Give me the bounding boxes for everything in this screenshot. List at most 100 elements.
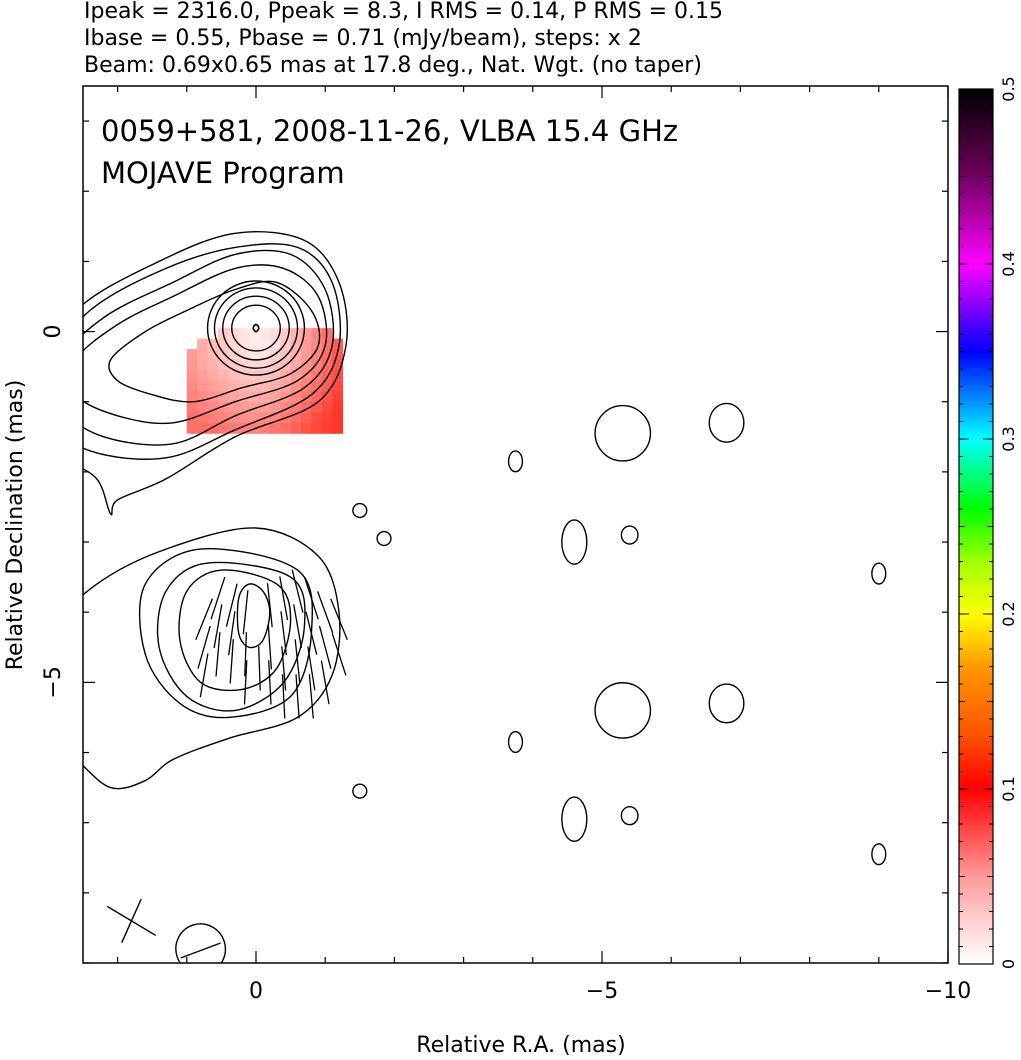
polarization-pixel bbox=[197, 412, 209, 424]
polarization-pixel bbox=[249, 338, 261, 350]
evpa-vector bbox=[215, 632, 221, 677]
evpa-vector bbox=[293, 604, 303, 649]
polarization-pixel bbox=[301, 401, 312, 413]
polarization-pixel bbox=[207, 338, 219, 350]
evpa-vector bbox=[242, 590, 249, 635]
x-tick-label-1: −5 bbox=[586, 979, 618, 1004]
polarization-pixel bbox=[311, 338, 323, 350]
polarization-pixel bbox=[186, 370, 198, 382]
polarization-pixel bbox=[311, 391, 323, 403]
polarization-pixel bbox=[301, 391, 312, 403]
evpa-vector bbox=[268, 660, 272, 705]
polarization-pixel bbox=[332, 401, 344, 413]
polarization-pixel bbox=[332, 422, 344, 434]
polarization-pixel bbox=[311, 412, 323, 424]
polarization-pixel bbox=[249, 412, 261, 424]
evpa-vector bbox=[281, 646, 287, 691]
core-contour bbox=[206, 280, 306, 376]
polarization-pixel bbox=[217, 338, 229, 350]
lower-component-contour bbox=[178, 569, 292, 692]
polarization-pixel bbox=[228, 349, 240, 361]
noise-contour bbox=[871, 843, 887, 866]
polarization-pixel bbox=[259, 391, 271, 403]
header-line-1: Ipeak = 2316.0, Ppeak = 8.3, I RMS = 0.1… bbox=[84, 0, 723, 24]
polarization-pixel bbox=[301, 359, 312, 371]
core-contour bbox=[231, 304, 281, 352]
polarization-pixel bbox=[207, 370, 219, 382]
plot-title-line-2: MOJAVE Program bbox=[101, 156, 345, 190]
evpa-vector bbox=[294, 639, 301, 684]
polarization-pixel bbox=[238, 391, 250, 403]
polarization-pixel bbox=[238, 412, 250, 424]
polarization-pixel bbox=[311, 328, 323, 340]
colorbar-ticks bbox=[959, 88, 993, 965]
polarization-pixel bbox=[207, 359, 219, 371]
polarization-pixel bbox=[311, 422, 323, 434]
evpa-vector bbox=[244, 632, 248, 677]
polarization-pixel bbox=[280, 328, 292, 340]
evpa-vector bbox=[225, 583, 238, 627]
polarization-pixel bbox=[228, 338, 240, 350]
total-intensity-contours bbox=[83, 231, 887, 963]
polarization-pixel bbox=[290, 422, 302, 434]
noise-contour bbox=[871, 562, 887, 585]
evpa-vector bbox=[291, 569, 304, 613]
polarization-pixel bbox=[238, 349, 250, 361]
evpa-vector bbox=[316, 591, 334, 634]
evpa-vector bbox=[195, 598, 214, 640]
x-axis-label: Relative R.A. (mas) bbox=[416, 1033, 625, 1058]
fractional-polarization-image bbox=[186, 328, 344, 434]
colorbar-tick-labels: 0 0.1 0.2 0.3 0.4 0.5 bbox=[999, 76, 1018, 969]
polarization-pixel bbox=[186, 422, 198, 434]
polarization-pixel bbox=[259, 370, 271, 382]
polarization-pixel bbox=[332, 380, 344, 392]
colorbar-tick-label: 0.2 bbox=[999, 601, 1018, 626]
polarization-pixel bbox=[259, 422, 271, 434]
core-contour bbox=[213, 287, 299, 369]
polarization-pixel bbox=[228, 370, 240, 382]
polarization-pixel bbox=[249, 401, 261, 413]
polarization-pixel bbox=[280, 338, 292, 350]
polarization-pixel bbox=[332, 338, 344, 350]
polarization-pixel bbox=[217, 422, 229, 434]
colorbar-tick-label: 0 bbox=[999, 959, 1018, 969]
polarization-pixel bbox=[301, 370, 312, 382]
polarization-pixel bbox=[301, 338, 312, 350]
polarization-pixel bbox=[197, 338, 209, 350]
polarization-pixel bbox=[228, 412, 240, 424]
polarization-pixel bbox=[259, 349, 271, 361]
polarization-pixel bbox=[321, 422, 333, 434]
y-axis-label: Relative Declination (mas) bbox=[3, 380, 28, 671]
polarization-pixel bbox=[290, 401, 302, 413]
evpa-vector bbox=[331, 632, 347, 676]
plot-frame bbox=[82, 85, 949, 964]
polarization-pixel bbox=[321, 380, 333, 392]
polarization-pixel bbox=[249, 380, 261, 392]
noise-contour bbox=[507, 450, 524, 473]
noise-contour bbox=[352, 502, 368, 519]
polarization-pixel bbox=[207, 380, 219, 392]
polarization-pixel bbox=[321, 370, 333, 382]
polarization-pixel bbox=[269, 370, 281, 382]
sky-cross-line bbox=[121, 898, 142, 943]
polarization-pixel bbox=[228, 380, 240, 392]
beam-ellipse-axis bbox=[180, 942, 221, 959]
polarization-pixel bbox=[269, 380, 281, 392]
evpa-vector bbox=[228, 611, 236, 656]
evpa-vector bbox=[199, 653, 209, 698]
polarization-pixel bbox=[311, 349, 323, 361]
noise-contour bbox=[708, 402, 745, 443]
polarization-pixel bbox=[332, 412, 344, 424]
polarization-pixel bbox=[321, 359, 333, 371]
polarization-pixel bbox=[197, 380, 209, 392]
evpa-vector bbox=[229, 639, 234, 684]
noise-contour bbox=[561, 519, 588, 565]
noise-contour bbox=[507, 730, 524, 754]
polarization-pixel bbox=[217, 359, 229, 371]
polarization-pixel bbox=[259, 380, 271, 392]
polarization-pixel bbox=[290, 328, 302, 340]
polarization-pixel bbox=[290, 391, 302, 403]
noise-contour bbox=[594, 682, 652, 739]
polarization-pixel bbox=[259, 359, 271, 371]
polarization-pixel bbox=[238, 422, 250, 434]
